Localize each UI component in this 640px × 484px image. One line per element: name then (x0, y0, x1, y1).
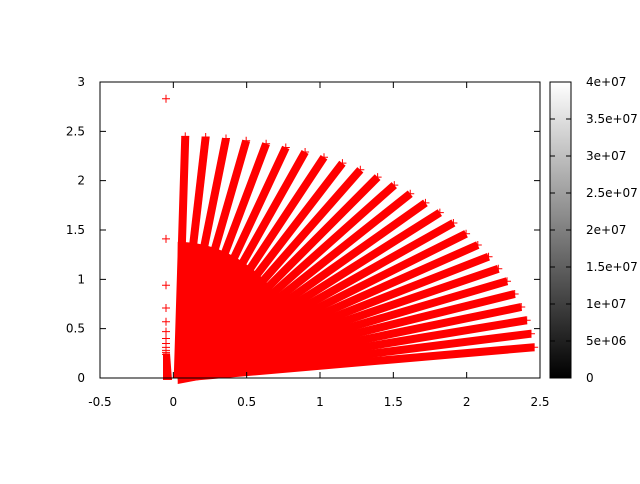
ray-end-point (517, 303, 526, 312)
ray-end-point (406, 189, 415, 198)
ray-end-point (320, 153, 329, 162)
ray-end-point (421, 198, 430, 207)
data-point (162, 317, 170, 326)
data-point (162, 234, 170, 243)
colorbar-tick-label: 4e+07 (586, 75, 626, 89)
ray-end-point (373, 173, 382, 182)
ray-end-point (494, 264, 503, 273)
ray-end-point (510, 289, 519, 298)
ray-end-point (338, 159, 347, 168)
x-tick-label: 2.5 (530, 395, 549, 409)
ray-end-point (390, 181, 399, 190)
ray-end-point (473, 241, 482, 250)
y-tick-label: 0 (77, 371, 85, 385)
ray-end-point (522, 316, 531, 325)
ray-25 (173, 136, 190, 379)
ray-end-point (242, 136, 251, 145)
ray-end-point (530, 343, 539, 352)
colorbar-tick-label: 3e+07 (586, 149, 626, 163)
y-tick-label: 1.5 (66, 223, 85, 237)
dense-point-cluster (163, 353, 172, 380)
colorbar-axis: 0 5e+06 1e+07 1.5e+07 2e+07 2.5e+07 3e+07 3.5e+… (550, 75, 638, 385)
plot-marks (162, 94, 539, 384)
x-tick-label: 0.5 (237, 395, 256, 409)
x-tick-label: 1 (316, 395, 324, 409)
y-tick-label: 2 (77, 174, 85, 188)
data-point (162, 303, 170, 312)
x-tick-label: 0 (170, 395, 178, 409)
ray-end-point (262, 139, 271, 148)
ray-end-point (503, 277, 512, 286)
data-point (162, 281, 170, 290)
x-axis: -0.5 0 0.5 1 1.5 2 2.5 (88, 82, 550, 409)
colorbar-tick-label: 1.5e+07 (586, 260, 638, 274)
data-point (162, 94, 170, 103)
ray-end-point (201, 132, 210, 141)
x-tick-label: -0.5 (88, 395, 111, 409)
ray-end-point (484, 252, 493, 261)
colorbar-tick-label: 2.5e+07 (586, 186, 638, 200)
ray-end-point (301, 147, 310, 156)
colorbar-tick-label: 0 (586, 371, 594, 385)
y-axis: 0 0.5 1 1.5 2 2.5 3 (66, 75, 540, 385)
x-tick-label: 1.5 (384, 395, 403, 409)
x-tick-label: 2 (463, 395, 471, 409)
ray-end-point (462, 229, 471, 238)
colorbar-tick-label: 1e+07 (586, 297, 626, 311)
y-tick-label: 1 (77, 272, 85, 286)
y-tick-label: 2.5 (66, 124, 85, 138)
y-tick-label: 0.5 (66, 322, 85, 336)
colorbar-tick-label: 3.5e+07 (586, 112, 638, 126)
data-point (162, 327, 170, 336)
ray-end-point (181, 132, 190, 141)
ray-end-point (356, 165, 365, 174)
ray-end-point (281, 143, 290, 152)
y-tick-label: 3 (77, 75, 85, 89)
ray-end-point (449, 218, 458, 227)
ray-end-point (435, 208, 444, 217)
ray-end-point (526, 329, 535, 338)
colorbar-tick-label: 2e+07 (586, 223, 626, 237)
ray-end-point (222, 134, 231, 143)
colorbar-tick-label: 5e+06 (586, 334, 626, 348)
